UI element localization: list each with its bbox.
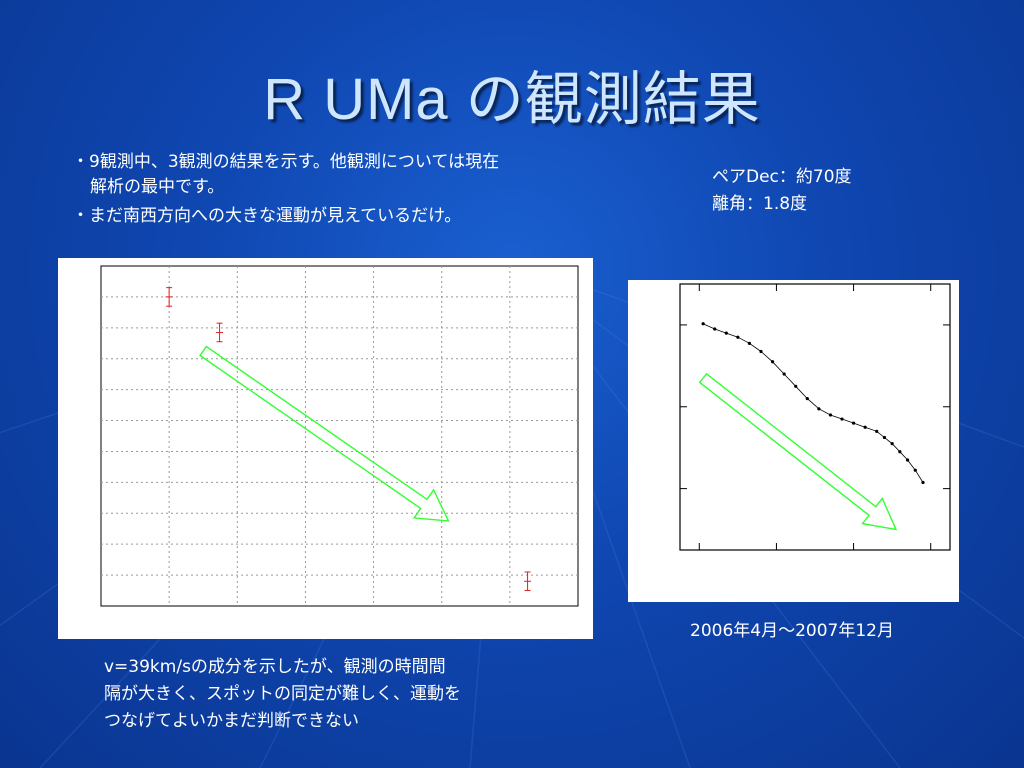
page-title: R UMa の観測結果 [263,67,761,132]
data-point [724,331,728,335]
data-point [840,417,844,421]
data-point [882,435,887,440]
data-point [782,372,786,376]
date-range: 2006年4月～2007年12月 [690,621,894,641]
note-line-3: つなげてよいかまだ判断できない [104,711,359,731]
data-point [890,442,894,446]
motion-arrow [698,372,898,531]
separation-label: 離角：1.8度 [712,194,808,214]
note-line-2: 隔が大きく、スポットの同定が難しく、運動を [104,684,461,704]
data-point [747,341,752,345]
bullet-1-line-1: ・9観測中、3観測の結果を示す。他観測については現在 [72,152,500,172]
series-line [702,323,924,483]
motion-arrow [199,345,450,522]
bullet-2: ・まだ南西方向への大きな運動が見えているだけ。 [72,206,462,226]
data-point [165,287,173,307]
data-point [805,396,809,401]
data-point [524,571,532,592]
data-point [913,468,917,472]
note-line-1: v=39km/sの成分を示したが、観測の時間間 [104,657,446,677]
data-point [828,413,833,417]
data-point [851,421,856,425]
ra-dec-chart [100,265,579,607]
ra-dec-chart-panel [58,258,593,639]
plot-frame [679,283,951,551]
data-point [794,384,798,388]
data-point [759,349,763,354]
data-point [817,407,821,411]
bullet-1-line-2: 解析の最中です。 [90,177,225,197]
relative-offset-chart-panel [628,280,959,602]
data-point [875,429,879,433]
relative-offset-chart [679,283,951,551]
pair-dec-label: ペアDec：約70度 [712,167,852,187]
data-point [898,450,902,454]
data-point [701,322,705,326]
plot-frame [100,265,579,607]
data-point [736,335,740,339]
data-point [863,425,867,429]
data-point [216,322,224,343]
data-point [770,360,775,364]
data-point [713,327,717,331]
data-point [905,458,910,462]
data-point [921,480,925,485]
